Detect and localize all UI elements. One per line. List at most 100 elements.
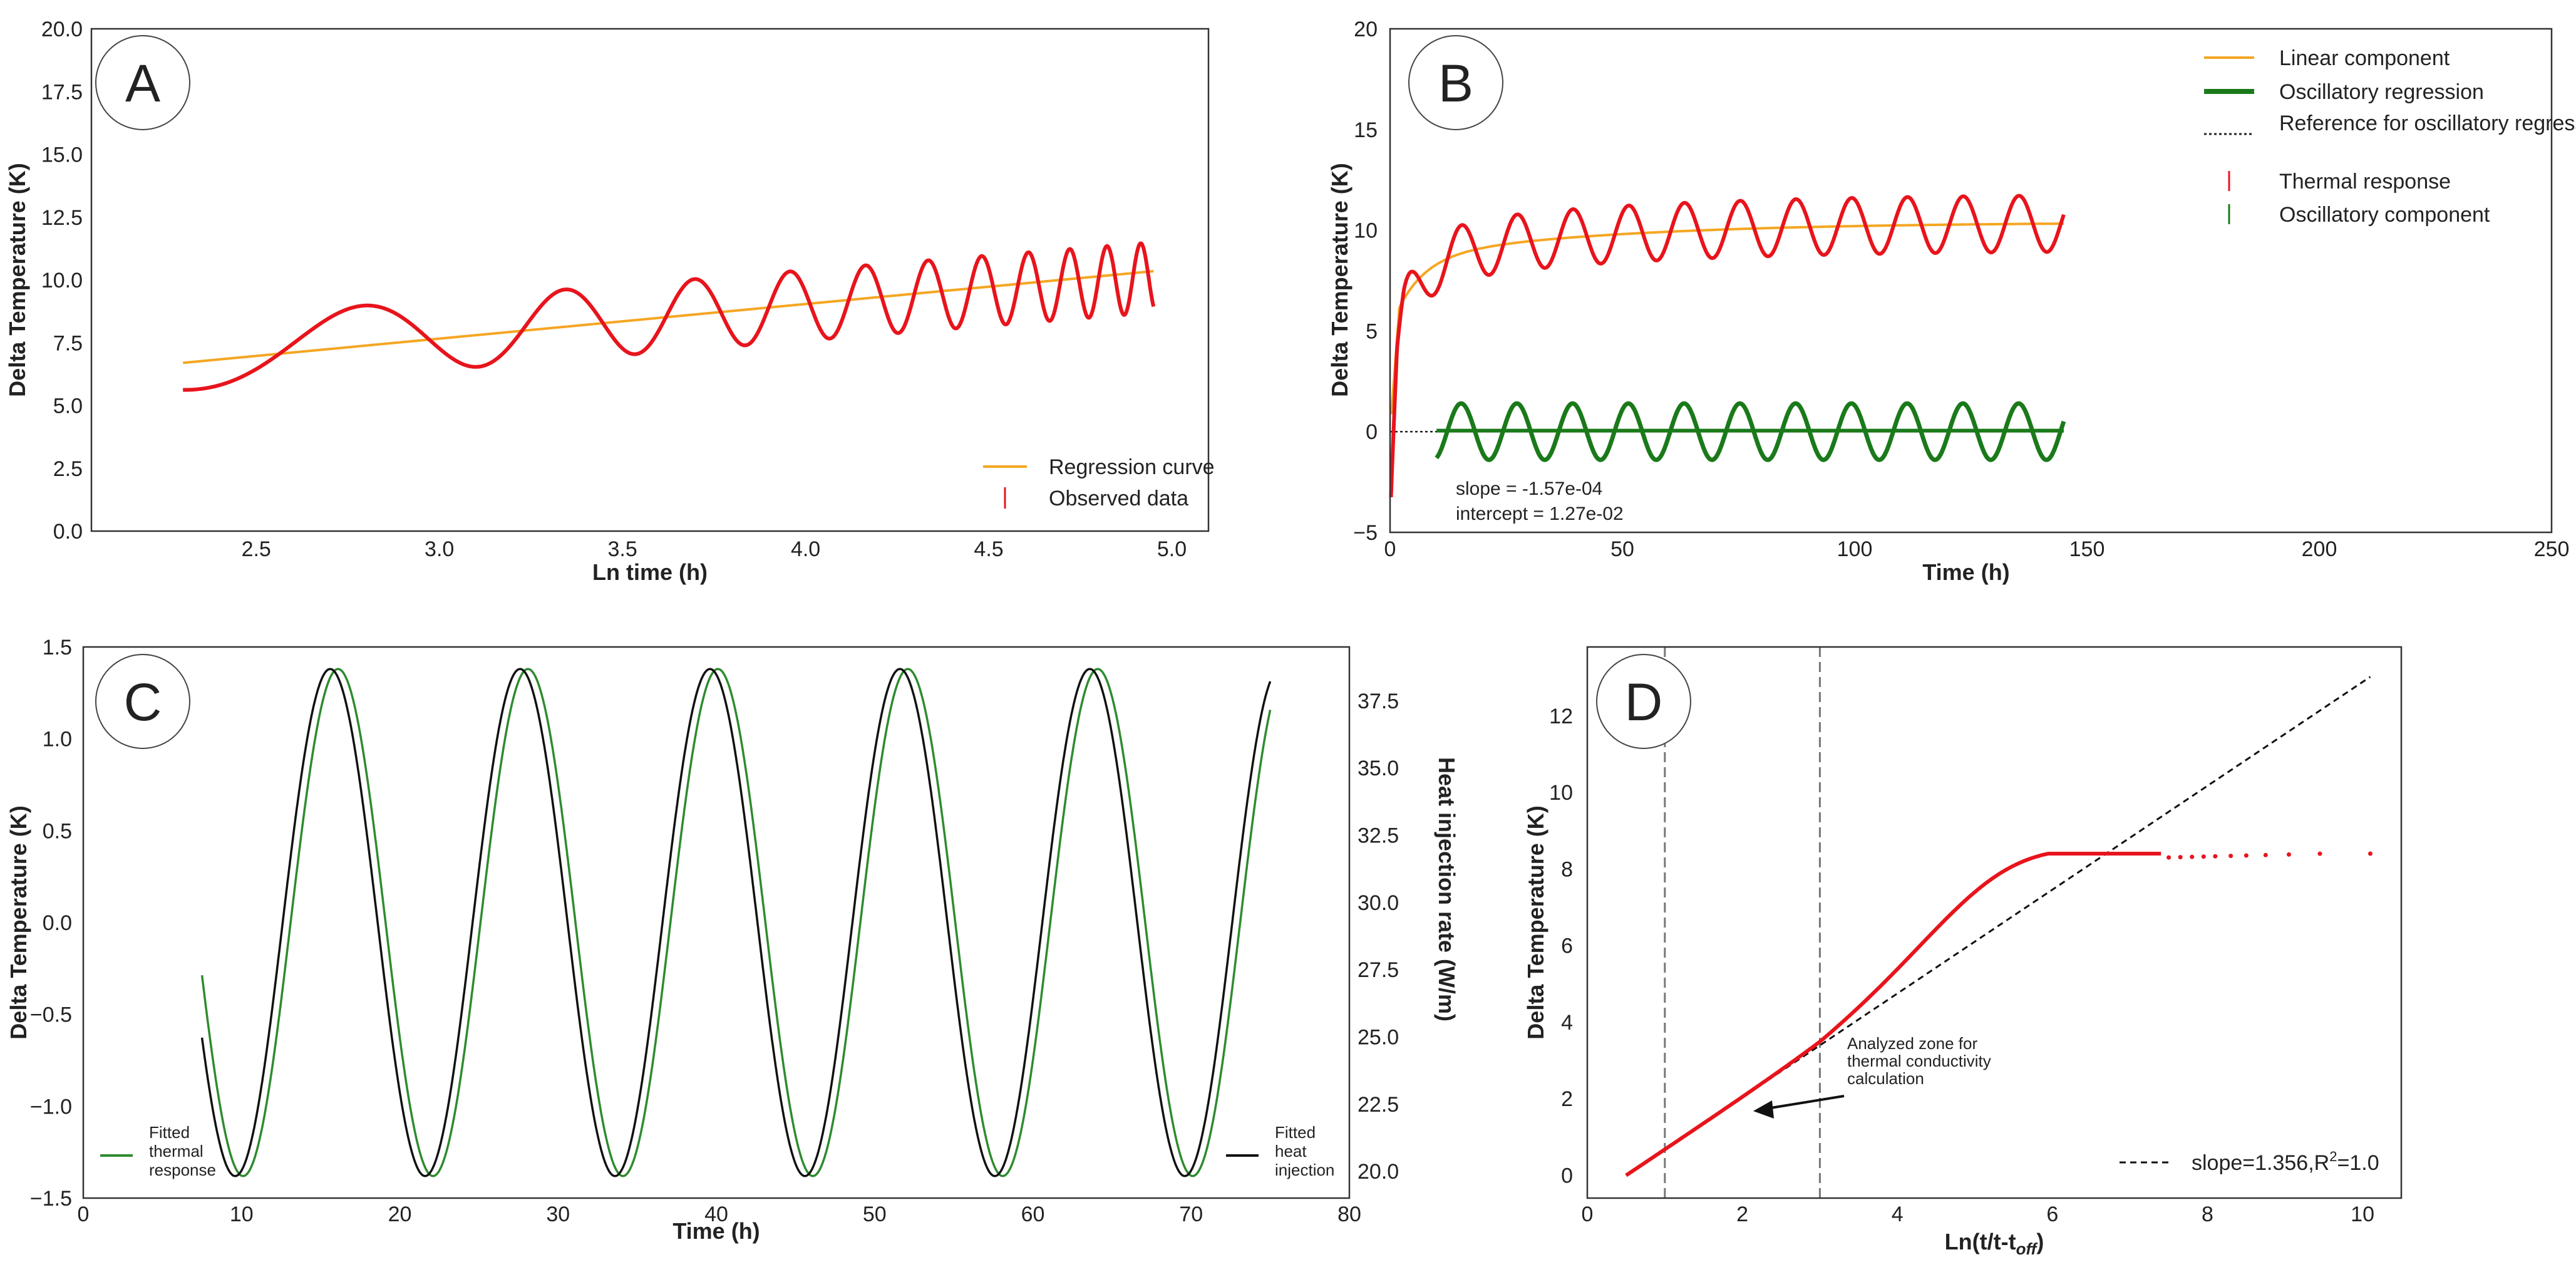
panel-d-x-label-end: ): [2036, 1229, 2044, 1254]
annotation-arrowhead: [1753, 1100, 1774, 1119]
annotation-line-3: calculation: [1847, 1069, 1924, 1088]
panel-a-x-tick-1: 3.0: [425, 537, 454, 561]
panel-b-y-tick-4: 15: [1354, 118, 1378, 142]
panel-d-x-label-main: Ln(t/t-t: [1945, 1229, 2016, 1254]
panel-b-badge-label: B: [1438, 54, 1473, 113]
thermal-recovery-point-0: [2166, 855, 2172, 860]
panel-c-right-y-tick-0: 20.0: [1358, 1160, 1399, 1184]
panel-b-intercept-annotation: intercept = 1.27e-02: [1456, 504, 1624, 524]
panel-d-x-tick-5: 10: [2351, 1202, 2374, 1226]
panel-a-y-tick-5: 12.5: [41, 206, 83, 230]
panel-d-badge-label: D: [1625, 673, 1663, 732]
panel-d-x-tick-4: 8: [2202, 1202, 2213, 1226]
panel-a-y-tick-4: 10.0: [41, 269, 83, 292]
thermal-recovery-point-1: [2178, 855, 2183, 860]
thermal-recovery-point-10: [2367, 851, 2372, 856]
panel-d-badge: D: [1596, 654, 1691, 749]
panel-c-y-tick-3: 0.0: [43, 911, 72, 935]
legend-reference: Reference for oscillatory regression: [2279, 111, 2576, 135]
annotation-arrow: [1766, 1095, 1845, 1110]
thermal-recovery-point-8: [2286, 852, 2291, 857]
thermal-recovery-point-2: [2190, 854, 2195, 859]
panel-d-y-tick-3: 6: [1561, 934, 1573, 958]
panel-c-x-tick-6: 60: [1021, 1202, 1045, 1226]
legend-linear-component: Linear component: [2279, 46, 2450, 70]
panel-a-badge: A: [95, 35, 190, 130]
panel-d-x-tick-3: 6: [2046, 1202, 2058, 1226]
panel-c-right-y-tick-6: 35.0: [1358, 757, 1399, 780]
legend-fitted-heat-injection-line-2: heat: [1275, 1142, 1307, 1161]
legend-fitted-heat-injection: Fitted heat injection: [1275, 1123, 1334, 1179]
panel-d-x-label-sub: off: [2016, 1239, 2038, 1258]
panel-d-y-tick-1: 2: [1561, 1087, 1573, 1111]
panel-c-x-tick-3: 30: [546, 1202, 570, 1226]
panel-a: 2.5 3.0 3.5 4.0 4.5 5.0 0.0 2.5 5.0 7.5 10.0 12.5 1…: [4, 18, 1215, 585]
panel-b-badge: B: [1408, 35, 1503, 130]
legend-fitted-thermal-response-line-2: thermal: [149, 1142, 204, 1161]
panel-a-x-tick-0: 2.5: [242, 537, 271, 561]
panel-a-x-tick-4: 4.5: [974, 537, 1003, 561]
legend-fitted-thermal-response: Fitted thermal response: [149, 1123, 216, 1179]
panel-b-plot-area: [1389, 194, 2066, 498]
panel-a-y-tick-2: 5.0: [53, 395, 83, 418]
panel-a-frame: [90, 28, 1210, 532]
panel-a-y-tick-8: 20.0: [41, 18, 83, 41]
panel-c-x-tick-7: 70: [1179, 1202, 1203, 1226]
panel-b-x-tick-5: 250: [2534, 537, 2570, 561]
panel-c-legend-right: Fitted heat injection: [1226, 1123, 1334, 1179]
panel-c-x-tick-0: 0: [78, 1202, 90, 1226]
panel-c-x-ticks: 0 10 20 30 40 50 60 70 80: [78, 1202, 1361, 1226]
legend-fitted-thermal-response-line-3: response: [149, 1161, 216, 1179]
panel-d-x-tick-2: 4: [1892, 1202, 1904, 1226]
panel-d-x-ticks: 0 2 4 6 8 10: [1582, 1202, 2374, 1226]
panel-b-y-label: Delta Temperature (K): [1327, 163, 1352, 396]
panel-b-x-tick-3: 150: [2069, 537, 2105, 561]
panel-c-y-tick-6: 1.5: [43, 636, 72, 659]
thermal-recovery-point-3: [2201, 854, 2206, 859]
panel-b-y-tick-3: 10: [1354, 219, 1378, 243]
panel-b-x-tick-1: 50: [1610, 537, 1634, 561]
annotation-line-1: Analyzed zone for: [1847, 1034, 1977, 1053]
panel-b-frame: [1389, 28, 2553, 534]
linear-component-line: [1390, 222, 2064, 415]
panel-c-right-y-tick-2: 25.0: [1358, 1025, 1399, 1049]
panel-a-y-tick-6: 15.0: [41, 143, 83, 167]
fitted-heat-injection-line: [200, 668, 1272, 1177]
panel-a-badge-label: A: [125, 54, 160, 113]
panel-a-y-tick-1: 2.5: [53, 457, 83, 481]
panel-b-slope-annotation: slope = -1.57e-04: [1456, 478, 1602, 499]
panel-c-x-tick-8: 80: [1337, 1202, 1361, 1226]
panel-b-legend: Linear component Oscillatory regression …: [2204, 46, 2576, 227]
panel-c-badge-label: C: [124, 673, 162, 732]
panel-d-x-tick-0: 0: [1582, 1202, 1594, 1226]
panel-a-x-ticks: 2.5 3.0 3.5 4.0 4.5 5.0: [242, 537, 1187, 561]
panel-d-frame: [1586, 646, 2403, 1199]
panel-b-badge-circle: [1408, 35, 1503, 130]
panel-a-plot-area: [183, 241, 1156, 392]
panel-a-y-label: Delta Temperature (K): [4, 163, 30, 396]
panel-d-badge-circle: [1596, 654, 1691, 749]
thermal-recovery-curve: [1625, 852, 2161, 1177]
panel-d-y-label: Delta Temperature (K): [1523, 805, 1548, 1039]
panel-d-y-tick-5: 10: [1549, 781, 1573, 805]
panel-b-y-tick-2: 5: [1366, 319, 1378, 343]
legend-slope-end: =1.0: [2337, 1151, 2379, 1175]
panel-b-y-tick-0: −5: [1353, 521, 1378, 545]
panel-c-y-tick-1: −1.0: [30, 1095, 72, 1119]
thermal-recovery-point-9: [2317, 851, 2322, 856]
legend-oscillatory-regression: Oscillatory regression: [2279, 80, 2484, 104]
panel-c-right-y-tick-1: 22.5: [1358, 1093, 1399, 1117]
panel-a-x-tick-5: 5.0: [1157, 537, 1187, 561]
panel-c-y-tick-0: −1.5: [30, 1187, 72, 1211]
panel-b-x-tick-4: 200: [2302, 537, 2337, 561]
legend-reference-text: Reference for oscillatory regression: [2279, 111, 2576, 135]
panel-c-x-tick-2: 20: [388, 1202, 412, 1226]
panel-a-y-tick-3: 7.5: [53, 331, 83, 355]
panel-a-y-tick-7: 17.5: [41, 80, 83, 104]
panel-b-y-tick-5: 20: [1354, 18, 1378, 41]
panel-c-frame: [82, 646, 1351, 1199]
legend-fitted-heat-injection-line-1: Fitted: [1275, 1123, 1316, 1142]
legend-slope: slope=1.356,R2=1.0: [2192, 1149, 2379, 1175]
